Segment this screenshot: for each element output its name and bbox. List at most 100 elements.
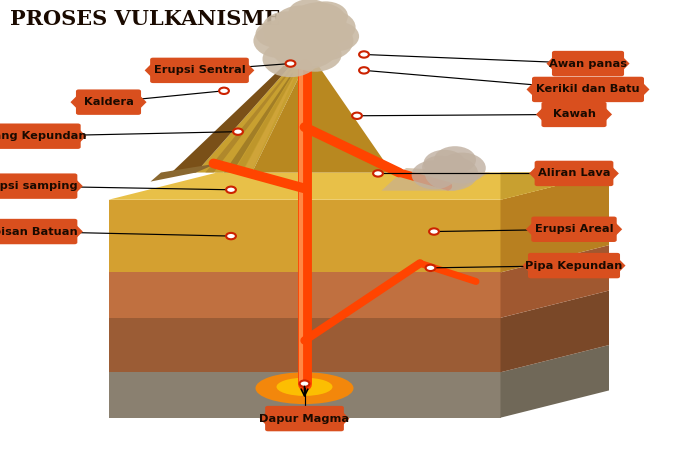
Circle shape [422, 156, 457, 178]
Polygon shape [526, 81, 535, 98]
Polygon shape [547, 55, 554, 72]
Circle shape [271, 26, 338, 69]
Text: Aliran Lava: Aliran Lava [538, 168, 610, 178]
Polygon shape [108, 372, 500, 418]
Circle shape [438, 153, 486, 183]
Circle shape [265, 17, 323, 55]
Circle shape [233, 128, 243, 135]
FancyBboxPatch shape [76, 89, 141, 115]
Circle shape [373, 170, 383, 177]
Polygon shape [500, 173, 609, 272]
Polygon shape [215, 70, 292, 173]
Text: Kawah: Kawah [552, 109, 596, 119]
Text: Lubang Kepundan: Lubang Kepundan [0, 131, 86, 141]
Circle shape [290, 20, 354, 61]
FancyBboxPatch shape [531, 217, 617, 242]
Polygon shape [500, 345, 609, 418]
Ellipse shape [256, 372, 354, 404]
Circle shape [274, 5, 328, 40]
Polygon shape [529, 165, 538, 182]
Circle shape [426, 265, 435, 271]
Circle shape [284, 14, 340, 50]
Polygon shape [78, 128, 86, 144]
Text: Lapisan Batuan: Lapisan Batuan [0, 227, 78, 237]
Polygon shape [603, 106, 612, 123]
Polygon shape [536, 106, 545, 123]
FancyBboxPatch shape [0, 173, 78, 199]
Polygon shape [196, 66, 304, 173]
FancyBboxPatch shape [532, 77, 644, 102]
Circle shape [302, 10, 356, 44]
Circle shape [424, 150, 466, 177]
Polygon shape [260, 410, 268, 427]
Text: Erupsi Areal: Erupsi Areal [535, 224, 613, 234]
FancyBboxPatch shape [150, 58, 249, 83]
Circle shape [429, 228, 439, 235]
Polygon shape [145, 62, 153, 79]
Circle shape [290, 2, 346, 39]
FancyBboxPatch shape [0, 123, 80, 149]
Polygon shape [614, 221, 622, 237]
Circle shape [300, 380, 309, 387]
Polygon shape [617, 257, 626, 274]
Circle shape [288, 0, 330, 26]
Polygon shape [224, 73, 293, 173]
Polygon shape [150, 163, 217, 182]
Polygon shape [139, 94, 146, 110]
Circle shape [262, 11, 312, 43]
Circle shape [219, 88, 229, 94]
Text: Awan panas: Awan panas [549, 59, 627, 69]
Polygon shape [75, 223, 83, 240]
Polygon shape [172, 66, 290, 173]
Text: Erupsi Sentral: Erupsi Sentral [153, 65, 246, 75]
Polygon shape [500, 291, 609, 372]
Polygon shape [341, 410, 349, 427]
Polygon shape [233, 75, 293, 173]
Circle shape [352, 113, 362, 119]
Polygon shape [108, 272, 500, 318]
Ellipse shape [276, 378, 332, 396]
Text: PROSES VULKANISME: PROSES VULKANISME [10, 9, 281, 29]
Polygon shape [75, 178, 83, 194]
Circle shape [313, 21, 359, 51]
FancyBboxPatch shape [265, 406, 344, 431]
Circle shape [253, 24, 307, 58]
Circle shape [425, 156, 478, 191]
Circle shape [359, 51, 369, 58]
Text: Pipa Kepundan: Pipa Kepundan [525, 261, 623, 271]
Polygon shape [205, 68, 292, 173]
Polygon shape [252, 66, 392, 173]
Circle shape [434, 146, 476, 173]
Circle shape [288, 37, 342, 72]
Polygon shape [526, 221, 534, 237]
Circle shape [262, 41, 318, 77]
Text: Dapur Magma: Dapur Magma [260, 414, 349, 424]
Polygon shape [641, 81, 650, 98]
FancyBboxPatch shape [541, 102, 606, 127]
Polygon shape [500, 245, 609, 318]
Polygon shape [522, 257, 531, 274]
FancyBboxPatch shape [0, 219, 78, 244]
Polygon shape [246, 62, 254, 79]
Polygon shape [622, 55, 629, 72]
Circle shape [359, 67, 369, 74]
Circle shape [226, 187, 236, 193]
Polygon shape [610, 165, 619, 182]
Circle shape [286, 60, 295, 67]
Text: Kerikil dan Batu: Kerikil dan Batu [536, 84, 640, 94]
Circle shape [226, 233, 236, 239]
Text: Erupsi samping: Erupsi samping [0, 181, 78, 191]
Polygon shape [108, 200, 500, 272]
Circle shape [303, 1, 348, 30]
FancyBboxPatch shape [552, 51, 624, 76]
Polygon shape [108, 318, 500, 372]
Polygon shape [108, 173, 609, 200]
FancyBboxPatch shape [535, 161, 613, 186]
Text: Kaldera: Kaldera [83, 97, 134, 107]
Polygon shape [382, 168, 490, 191]
FancyBboxPatch shape [528, 253, 620, 278]
Circle shape [256, 20, 298, 48]
Polygon shape [243, 77, 294, 173]
Polygon shape [71, 94, 78, 110]
Circle shape [412, 160, 456, 189]
